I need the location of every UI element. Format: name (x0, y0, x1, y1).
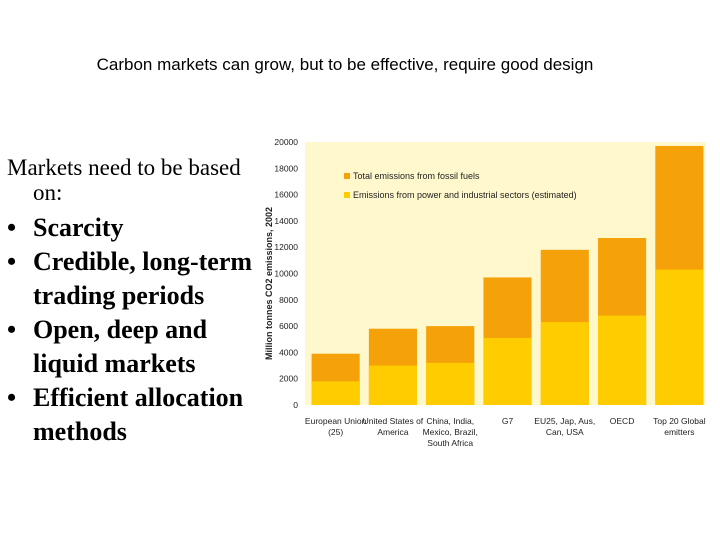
y-tick-label: 0 (293, 400, 298, 410)
intro-line-2: on: (33, 180, 63, 205)
bullet-item: • Scarcity (7, 211, 277, 245)
x-tick-label: United States of (363, 416, 424, 426)
bar-power-industrial (426, 362, 475, 405)
emissions-bar-chart: 0 2000 4000 6000 8000 10000 12000 14000 16000 180… (264, 137, 706, 448)
y-tick-label: 18000 (274, 163, 298, 173)
y-tick-label: 6000 (279, 321, 298, 331)
bullet-text-cont: trading periods (33, 281, 205, 310)
bullet-dot: • (7, 213, 17, 242)
legend-swatch (344, 173, 350, 179)
x-tick-label: (25) (328, 427, 343, 437)
x-tick-label: Mexico, Brazil, (423, 427, 478, 437)
x-tick-label: G7 (502, 416, 514, 426)
y-tick-label: 14000 (274, 216, 298, 226)
x-tick-label: OECD (610, 416, 635, 426)
bullet-item: • Open, deep and liquid markets (7, 313, 277, 381)
bar-power-industrial (655, 269, 704, 405)
bullet-text: Scarcity (33, 213, 124, 242)
bullet-text: Efficient allocation (33, 383, 244, 412)
x-tick-label: Top 20 Global (653, 416, 706, 426)
x-tick-label: EU25, Jap, Aus, (534, 416, 595, 426)
bullet-dot: • (7, 247, 17, 276)
bullet-text: Credible, long-term (33, 247, 253, 276)
x-tick-label: European Union (305, 416, 367, 426)
legend-swatch (344, 192, 350, 198)
bar-power-industrial (368, 365, 417, 405)
bullet-text-cont: methods (33, 417, 127, 446)
bullet-panel: Markets need to be based on: • Scarcity … (7, 155, 277, 449)
y-tick-label: 10000 (274, 269, 298, 279)
bullet-list: • Scarcity • Credible, long-term trading… (7, 211, 277, 449)
y-tick-label: 16000 (274, 190, 298, 200)
slide-title: Carbon markets can grow, but to be effec… (96, 55, 594, 74)
y-tick-label: 20000 (274, 137, 298, 147)
bullet-item: • Credible, long-term trading periods (7, 245, 277, 313)
x-tick-label: China, India, (426, 416, 474, 426)
legend-label: Emissions from power and industrial sect… (353, 190, 577, 200)
intro-line-1: Markets need to be based (7, 155, 241, 180)
y-tick-label: 12000 (274, 242, 298, 252)
y-tick-label: 2000 (279, 374, 298, 384)
bar-power-industrial (311, 381, 360, 405)
x-tick-label: emitters (664, 427, 694, 437)
x-tick-label: Can, USA (546, 427, 584, 437)
bullet-text: Open, deep and (33, 315, 208, 344)
bullet-dot: • (7, 315, 17, 344)
y-tick-label: 8000 (279, 295, 298, 305)
x-tick-label: America (377, 427, 408, 437)
bar-power-industrial (598, 315, 647, 405)
bullet-text-cont: liquid markets (33, 349, 196, 378)
y-axis-label: Million tonnes CO2 emissions, 2002 (264, 207, 274, 360)
bullet-item: • Efficient allocation methods (7, 381, 277, 449)
y-tick-label: 4000 (279, 347, 298, 357)
bar-power-industrial (483, 337, 532, 405)
intro-text: Markets need to be based on: (7, 155, 277, 205)
bullet-dot: • (7, 383, 17, 412)
bar-power-industrial (540, 322, 589, 405)
x-tick-label: South Africa (427, 438, 473, 448)
legend-label: Total emissions from fossil fuels (353, 171, 480, 181)
